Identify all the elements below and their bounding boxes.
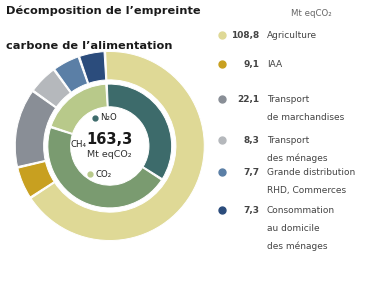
Text: 163,3: 163,3 [87, 132, 133, 147]
Text: Agriculture: Agriculture [267, 31, 317, 39]
Text: 7,3: 7,3 [243, 206, 260, 215]
Wedge shape [51, 84, 107, 133]
Text: Consommation: Consommation [267, 206, 335, 215]
Wedge shape [80, 52, 106, 83]
Text: Transport: Transport [267, 136, 309, 145]
Text: des ménages: des ménages [267, 154, 327, 163]
Wedge shape [107, 84, 172, 179]
Text: au domicile: au domicile [267, 224, 319, 233]
Text: carbone de l’alimentation: carbone de l’alimentation [6, 41, 172, 51]
Text: IAA: IAA [267, 60, 282, 69]
Text: 22,1: 22,1 [237, 95, 260, 104]
Text: Grande distribution: Grande distribution [267, 168, 355, 177]
Wedge shape [48, 128, 162, 208]
Wedge shape [33, 70, 70, 107]
Wedge shape [55, 57, 87, 92]
Text: RHD, Commerces: RHD, Commerces [267, 186, 346, 195]
Text: 108,8: 108,8 [231, 31, 260, 39]
Text: Mt eqCO₂: Mt eqCO₂ [87, 150, 132, 159]
Text: N₂O: N₂O [100, 113, 117, 122]
Text: Transport: Transport [267, 95, 309, 104]
Text: 7,7: 7,7 [243, 168, 260, 177]
Text: Décomposition de l’empreinte: Décomposition de l’empreinte [6, 6, 200, 16]
Text: Mt eqCO₂: Mt eqCO₂ [290, 9, 331, 18]
Text: des ménages: des ménages [267, 242, 327, 251]
Text: CO₂: CO₂ [96, 170, 112, 179]
Text: 8,3: 8,3 [243, 136, 260, 145]
Wedge shape [31, 51, 204, 241]
Text: de marchandises: de marchandises [267, 113, 344, 122]
Text: 9,1: 9,1 [243, 60, 260, 69]
Wedge shape [18, 161, 54, 197]
Text: CH₄: CH₄ [70, 140, 86, 149]
Wedge shape [15, 92, 56, 167]
